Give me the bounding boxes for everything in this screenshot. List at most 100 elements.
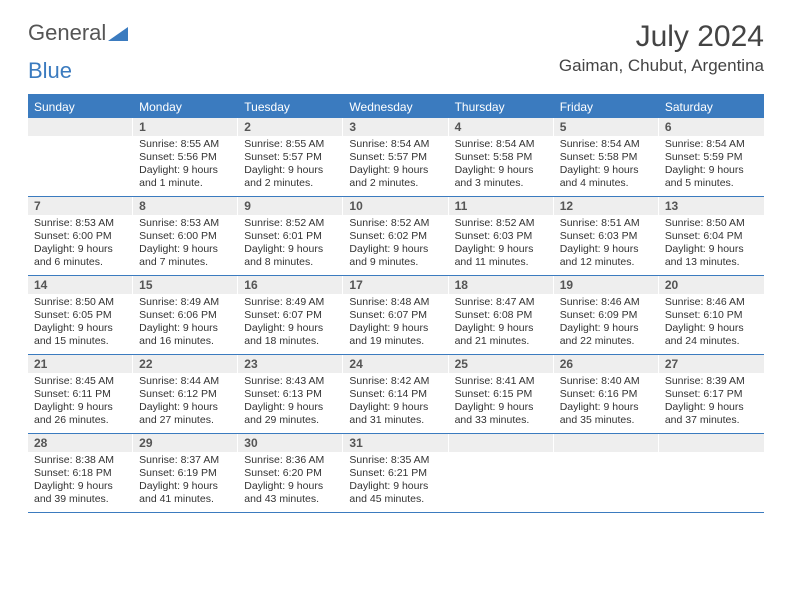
- sunset-text: Sunset: 5:57 PM: [349, 151, 442, 164]
- daylight-text: Daylight: 9 hours and 13 minutes.: [665, 243, 758, 269]
- daylight-text: Daylight: 9 hours and 39 minutes.: [34, 480, 127, 506]
- calendar-page: General July 2024 Gaiman, Chubut, Argent…: [0, 0, 792, 533]
- daylight-text: Daylight: 9 hours and 6 minutes.: [34, 243, 127, 269]
- sunset-text: Sunset: 5:58 PM: [455, 151, 548, 164]
- day-info: Sunrise: 8:55 AMSunset: 5:56 PMDaylight:…: [133, 136, 238, 195]
- daylight-text: Daylight: 9 hours and 4 minutes.: [560, 164, 653, 190]
- sunset-text: Sunset: 6:16 PM: [560, 388, 653, 401]
- weekday-header: Wednesday: [343, 96, 448, 118]
- day-cell: [659, 434, 764, 512]
- week-row: 14Sunrise: 8:50 AMSunset: 6:05 PMDayligh…: [28, 276, 764, 355]
- sunset-text: Sunset: 6:17 PM: [665, 388, 758, 401]
- sunrise-text: Sunrise: 8:48 AM: [349, 296, 442, 309]
- day-cell: 1Sunrise: 8:55 AMSunset: 5:56 PMDaylight…: [133, 118, 238, 196]
- sunset-text: Sunset: 6:07 PM: [244, 309, 337, 322]
- sunrise-text: Sunrise: 8:54 AM: [665, 138, 758, 151]
- day-cell: 3Sunrise: 8:54 AMSunset: 5:57 PMDaylight…: [343, 118, 448, 196]
- day-cell: 21Sunrise: 8:45 AMSunset: 6:11 PMDayligh…: [28, 355, 133, 433]
- day-info: Sunrise: 8:36 AMSunset: 6:20 PMDaylight:…: [238, 452, 343, 511]
- daylight-text: Daylight: 9 hours and 35 minutes.: [560, 401, 653, 427]
- day-info: Sunrise: 8:47 AMSunset: 6:08 PMDaylight:…: [449, 294, 554, 353]
- day-cell: 16Sunrise: 8:49 AMSunset: 6:07 PMDayligh…: [238, 276, 343, 354]
- sunrise-text: Sunrise: 8:39 AM: [665, 375, 758, 388]
- sunset-text: Sunset: 6:18 PM: [34, 467, 127, 480]
- sunrise-text: Sunrise: 8:40 AM: [560, 375, 653, 388]
- day-info: Sunrise: 8:53 AMSunset: 6:00 PMDaylight:…: [28, 215, 133, 274]
- sunset-text: Sunset: 6:14 PM: [349, 388, 442, 401]
- day-number: 8: [133, 197, 238, 215]
- brand-word-1: General: [28, 20, 106, 46]
- sunset-text: Sunset: 5:57 PM: [244, 151, 337, 164]
- sunset-text: Sunset: 6:03 PM: [455, 230, 548, 243]
- day-cell: 12Sunrise: 8:51 AMSunset: 6:03 PMDayligh…: [554, 197, 659, 275]
- day-cell: 14Sunrise: 8:50 AMSunset: 6:05 PMDayligh…: [28, 276, 133, 354]
- month-title: July 2024: [559, 20, 764, 54]
- day-info: Sunrise: 8:49 AMSunset: 6:06 PMDaylight:…: [133, 294, 238, 353]
- weekday-header: Friday: [554, 96, 659, 118]
- day-info: Sunrise: 8:46 AMSunset: 6:10 PMDaylight:…: [659, 294, 764, 353]
- sunrise-text: Sunrise: 8:46 AM: [560, 296, 653, 309]
- weekday-header: Sunday: [28, 96, 133, 118]
- day-info: Sunrise: 8:52 AMSunset: 6:03 PMDaylight:…: [449, 215, 554, 274]
- day-info: Sunrise: 8:49 AMSunset: 6:07 PMDaylight:…: [238, 294, 343, 353]
- sunset-text: Sunset: 5:58 PM: [560, 151, 653, 164]
- day-cell: 28Sunrise: 8:38 AMSunset: 6:18 PMDayligh…: [28, 434, 133, 512]
- day-cell: 13Sunrise: 8:50 AMSunset: 6:04 PMDayligh…: [659, 197, 764, 275]
- day-number: 31: [343, 434, 448, 452]
- daylight-text: Daylight: 9 hours and 21 minutes.: [455, 322, 548, 348]
- sunrise-text: Sunrise: 8:55 AM: [244, 138, 337, 151]
- day-number: 4: [449, 118, 554, 136]
- day-info: Sunrise: 8:52 AMSunset: 6:01 PMDaylight:…: [238, 215, 343, 274]
- day-number: 16: [238, 276, 343, 294]
- sunrise-text: Sunrise: 8:51 AM: [560, 217, 653, 230]
- day-number: 27: [659, 355, 764, 373]
- week-row: 7Sunrise: 8:53 AMSunset: 6:00 PMDaylight…: [28, 197, 764, 276]
- sunset-text: Sunset: 6:20 PM: [244, 467, 337, 480]
- day-number: 3: [343, 118, 448, 136]
- day-info: Sunrise: 8:50 AMSunset: 6:05 PMDaylight:…: [28, 294, 133, 353]
- logo-triangle-icon: [108, 25, 128, 41]
- day-cell: 9Sunrise: 8:52 AMSunset: 6:01 PMDaylight…: [238, 197, 343, 275]
- daylight-text: Daylight: 9 hours and 31 minutes.: [349, 401, 442, 427]
- day-cell: 2Sunrise: 8:55 AMSunset: 5:57 PMDaylight…: [238, 118, 343, 196]
- weeks-container: 1Sunrise: 8:55 AMSunset: 5:56 PMDaylight…: [28, 118, 764, 513]
- day-info: Sunrise: 8:44 AMSunset: 6:12 PMDaylight:…: [133, 373, 238, 432]
- brand-logo: General: [28, 20, 128, 46]
- day-cell: 26Sunrise: 8:40 AMSunset: 6:16 PMDayligh…: [554, 355, 659, 433]
- sunset-text: Sunset: 6:00 PM: [139, 230, 232, 243]
- day-number: 22: [133, 355, 238, 373]
- sunrise-text: Sunrise: 8:55 AM: [139, 138, 232, 151]
- sunrise-text: Sunrise: 8:42 AM: [349, 375, 442, 388]
- week-row: 1Sunrise: 8:55 AMSunset: 5:56 PMDaylight…: [28, 118, 764, 197]
- day-info: Sunrise: 8:35 AMSunset: 6:21 PMDaylight:…: [343, 452, 448, 511]
- weekday-header: Thursday: [449, 96, 554, 118]
- daylight-text: Daylight: 9 hours and 15 minutes.: [34, 322, 127, 348]
- day-number: 6: [659, 118, 764, 136]
- sunset-text: Sunset: 6:12 PM: [139, 388, 232, 401]
- day-cell: 22Sunrise: 8:44 AMSunset: 6:12 PMDayligh…: [133, 355, 238, 433]
- weekday-header: Saturday: [659, 96, 764, 118]
- day-cell: 8Sunrise: 8:53 AMSunset: 6:00 PMDaylight…: [133, 197, 238, 275]
- sunrise-text: Sunrise: 8:50 AM: [34, 296, 127, 309]
- day-cell: 23Sunrise: 8:43 AMSunset: 6:13 PMDayligh…: [238, 355, 343, 433]
- sunset-text: Sunset: 6:13 PM: [244, 388, 337, 401]
- sunrise-text: Sunrise: 8:54 AM: [455, 138, 548, 151]
- sunrise-text: Sunrise: 8:37 AM: [139, 454, 232, 467]
- day-cell: 17Sunrise: 8:48 AMSunset: 6:07 PMDayligh…: [343, 276, 448, 354]
- daylight-text: Daylight: 9 hours and 43 minutes.: [244, 480, 337, 506]
- day-info: Sunrise: 8:41 AMSunset: 6:15 PMDaylight:…: [449, 373, 554, 432]
- day-cell: [554, 434, 659, 512]
- sunset-text: Sunset: 6:10 PM: [665, 309, 758, 322]
- day-cell: 30Sunrise: 8:36 AMSunset: 6:20 PMDayligh…: [238, 434, 343, 512]
- sunset-text: Sunset: 6:09 PM: [560, 309, 653, 322]
- day-cell: 7Sunrise: 8:53 AMSunset: 6:00 PMDaylight…: [28, 197, 133, 275]
- sunset-text: Sunset: 6:21 PM: [349, 467, 442, 480]
- day-info: Sunrise: 8:46 AMSunset: 6:09 PMDaylight:…: [554, 294, 659, 353]
- sunrise-text: Sunrise: 8:41 AM: [455, 375, 548, 388]
- daylight-text: Daylight: 9 hours and 2 minutes.: [349, 164, 442, 190]
- day-info: Sunrise: 8:54 AMSunset: 5:59 PMDaylight:…: [659, 136, 764, 195]
- day-info: Sunrise: 8:38 AMSunset: 6:18 PMDaylight:…: [28, 452, 133, 511]
- sunset-text: Sunset: 6:15 PM: [455, 388, 548, 401]
- daylight-text: Daylight: 9 hours and 37 minutes.: [665, 401, 758, 427]
- sunset-text: Sunset: 6:03 PM: [560, 230, 653, 243]
